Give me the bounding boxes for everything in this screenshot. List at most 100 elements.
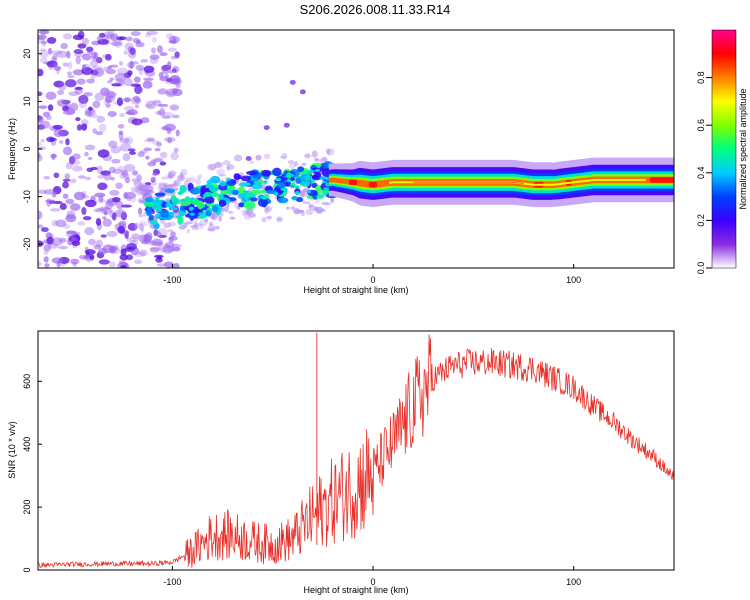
spectral-blob <box>305 174 311 181</box>
noise-blob <box>62 146 73 156</box>
noise-blob <box>131 118 143 126</box>
noise-blob <box>95 239 103 248</box>
noise-blob <box>248 213 257 219</box>
noise-blob <box>138 234 145 242</box>
x-tick-label: 100 <box>566 275 581 285</box>
noise-blob <box>105 54 112 61</box>
noise-blob <box>82 37 90 45</box>
noise-blob <box>167 174 174 178</box>
noise-blob <box>117 123 125 129</box>
spectral-blob <box>285 180 292 187</box>
noise-blob <box>98 259 110 265</box>
spectral-peak <box>155 196 160 200</box>
noise-blob <box>40 30 46 37</box>
y-tick-label: 10 <box>22 96 32 106</box>
noise-blob <box>98 195 104 203</box>
noise-blob <box>110 145 122 154</box>
spectral-blob <box>220 190 231 195</box>
noise-blob <box>108 166 117 174</box>
colorbar-tick-label: 0.6 <box>696 119 706 132</box>
noise-blob <box>129 60 134 69</box>
noise-blob <box>68 91 79 97</box>
noise-blob <box>143 147 152 152</box>
noise-blob <box>84 110 93 117</box>
noise-blob <box>168 40 177 44</box>
noise-blob <box>325 148 331 155</box>
noise-blob <box>164 137 176 143</box>
noise-blob <box>320 201 330 205</box>
spectral-peak <box>273 192 279 196</box>
ridge-core <box>413 181 524 184</box>
noise-blob <box>297 209 304 214</box>
noise-blob <box>115 182 123 190</box>
noise-blob <box>57 90 65 95</box>
noise-blob <box>277 217 282 222</box>
noise-blob <box>155 110 166 116</box>
spectral-blob <box>286 172 292 179</box>
spectral-peak <box>189 212 195 216</box>
noise-blob <box>172 88 183 97</box>
noise-blob <box>88 113 99 119</box>
noise-blob <box>118 36 127 41</box>
noise-blob <box>89 254 95 260</box>
spectral-blob <box>238 202 245 208</box>
noise-blob <box>48 137 57 142</box>
noise-blob <box>93 244 101 250</box>
noise-blob <box>105 200 114 210</box>
spectral-peak <box>175 215 183 219</box>
spectral-blob <box>226 180 237 186</box>
noise-blob <box>243 212 252 220</box>
noise-blob <box>208 221 213 226</box>
noise-blob <box>241 209 248 216</box>
noise-blob <box>117 225 126 234</box>
noise-blob <box>67 74 75 79</box>
noise-blob <box>276 216 283 223</box>
noise-blob <box>185 220 194 225</box>
noise-blob <box>140 227 145 233</box>
noise-blob <box>130 31 141 37</box>
noise-blob <box>106 230 118 238</box>
spectral-blob <box>261 189 267 194</box>
noise-blob <box>175 84 181 89</box>
spectral-blob <box>192 198 200 205</box>
noise-blob <box>102 218 112 227</box>
spectral-blob <box>211 205 219 213</box>
noise-blob <box>38 142 42 146</box>
noise-blob <box>43 175 51 180</box>
noise-blob <box>62 193 69 199</box>
noise-blob <box>261 217 267 223</box>
noise-blob <box>96 35 103 42</box>
spectral-blob <box>205 210 212 217</box>
noise-blob <box>156 256 162 260</box>
spectral-blob <box>204 196 215 204</box>
noise-blob <box>142 195 146 199</box>
noise-blob <box>169 80 181 85</box>
spectral-peak <box>168 207 173 211</box>
noise-blob <box>126 243 137 250</box>
noise-blob <box>137 151 145 158</box>
noise-blob <box>311 150 318 158</box>
spectral-blob <box>278 182 286 189</box>
noise-blob <box>94 92 105 101</box>
noise-blob <box>95 131 103 136</box>
noise-blob <box>66 50 71 59</box>
noise-blob <box>38 154 43 162</box>
noise-blob <box>163 182 170 187</box>
noise-blob <box>40 227 49 233</box>
noise-blob <box>65 214 77 223</box>
noise-blob <box>69 102 79 112</box>
noise-blob <box>159 151 168 159</box>
noise-blob <box>118 131 124 141</box>
noise-blob <box>124 136 134 145</box>
chart-title: S206.2026.008.11.33.R14 <box>299 2 451 17</box>
noise-blob <box>109 209 115 219</box>
noise-blob <box>90 72 96 80</box>
noise-blob <box>321 156 327 162</box>
noise-blob <box>290 206 296 211</box>
noise-blob <box>151 36 157 43</box>
noise-blob <box>105 98 112 104</box>
noise-blob <box>138 214 144 218</box>
noise-blob <box>130 83 141 87</box>
noise-blob <box>51 237 63 246</box>
ridge-peak <box>348 179 358 186</box>
